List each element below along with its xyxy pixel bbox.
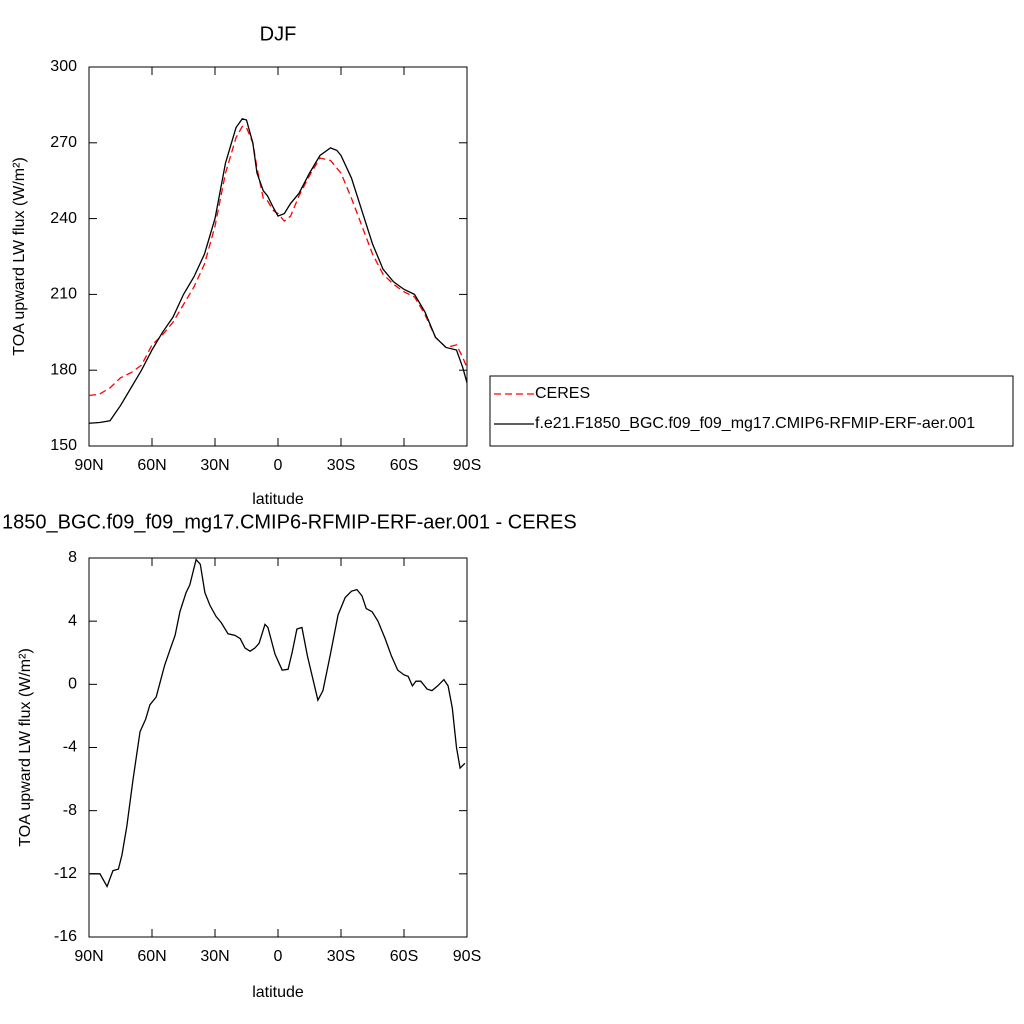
y-axis-label: TOA upward LW flux (W/m²) bbox=[11, 157, 28, 356]
plot-frame bbox=[88, 557, 468, 938]
y-tick-label: 240 bbox=[50, 210, 77, 227]
plot-frame bbox=[88, 66, 468, 447]
x-axis-label: latitude bbox=[252, 984, 304, 1001]
y-tick-label: -4 bbox=[63, 739, 77, 756]
x-tick-label: 30N bbox=[200, 457, 229, 474]
legend-box bbox=[489, 375, 1014, 447]
x-tick-label: 90S bbox=[453, 457, 481, 474]
chart-title: 1850_BGC.f09_f09_mg17.CMIP6-RFMIP-ERF-ae… bbox=[2, 511, 577, 533]
x-tick-label: 0 bbox=[274, 948, 283, 965]
y-tick-label: 180 bbox=[50, 361, 77, 378]
y-tick-label: 210 bbox=[50, 286, 77, 303]
y-axis-label: TOA upward LW flux (W/m²) bbox=[17, 648, 34, 847]
x-tick-label: 90N bbox=[74, 948, 103, 965]
data-line bbox=[90, 558, 466, 889]
y-tick-label: 4 bbox=[68, 612, 77, 629]
y-tick-label: 0 bbox=[68, 676, 77, 693]
x-tick-label: 60N bbox=[137, 948, 166, 965]
x-tick-label: 60S bbox=[390, 948, 418, 965]
data-line bbox=[88, 125, 468, 397]
x-tick-label: 90N bbox=[74, 457, 103, 474]
y-tick-label: 270 bbox=[50, 134, 77, 151]
y-tick-label: -12 bbox=[54, 865, 77, 882]
x-tick-label: 90S bbox=[453, 948, 481, 965]
chart-title: DJF bbox=[260, 23, 297, 45]
y-tick-label: -8 bbox=[63, 802, 77, 819]
y-tick-label: -16 bbox=[54, 928, 77, 945]
x-tick-label: 0 bbox=[274, 457, 283, 474]
legend-label: f.e21.F1850_BGC.f09_f09_mg17.CMIP6-RFMIP… bbox=[535, 415, 975, 432]
legend-label: CERES bbox=[535, 385, 590, 402]
data-line bbox=[88, 118, 468, 424]
x-tick-label: 30S bbox=[327, 457, 355, 474]
x-tick-label: 60S bbox=[390, 457, 418, 474]
y-tick-label: 8 bbox=[68, 549, 77, 566]
x-axis-label: latitude bbox=[252, 491, 304, 508]
x-tick-label: 60N bbox=[137, 457, 166, 474]
y-tick-label: 300 bbox=[50, 58, 77, 75]
y-tick-label: 150 bbox=[50, 437, 77, 454]
x-tick-label: 30N bbox=[200, 948, 229, 965]
x-tick-label: 30S bbox=[327, 948, 355, 965]
